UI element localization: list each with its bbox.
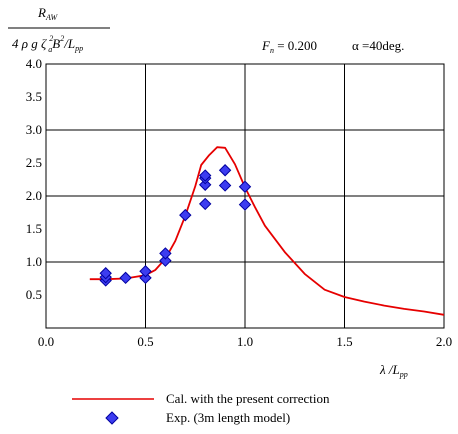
calculated-curve-group bbox=[89, 146, 445, 316]
legend-diamond-swatch bbox=[105, 411, 119, 425]
y-tick-label: 1.5 bbox=[26, 221, 42, 236]
experiment-point bbox=[218, 179, 232, 192]
experiment-point bbox=[179, 208, 192, 222]
legend: Cal. with the present correction Exp. (3… bbox=[72, 391, 330, 425]
experiment-point bbox=[198, 169, 212, 182]
y-axis-label: RAW 4 ρ g ζ 2 aB2/Lpp bbox=[8, 5, 110, 54]
y-label-numerator: RAW bbox=[37, 5, 59, 22]
x-tick-labels: 0.0 0.5 1.0 1.5 2.0 bbox=[38, 334, 452, 349]
calculated-curve bbox=[89, 146, 445, 316]
experiment-point bbox=[238, 198, 252, 211]
y-tick-labels: 0.5 1.0 1.5 2.0 2.5 3.0 3.5 4.0 bbox=[26, 56, 42, 302]
legend-label-experiment: Exp. (3m length model) bbox=[166, 410, 290, 425]
x-tick-label: 1.0 bbox=[237, 334, 253, 349]
x-tick-label: 0.0 bbox=[38, 334, 54, 349]
experiment-point bbox=[139, 271, 152, 285]
x-tick-label: 0.5 bbox=[137, 334, 153, 349]
experiment-point bbox=[119, 271, 132, 285]
y-tick-label: 3.0 bbox=[26, 122, 42, 137]
y-tick-label: 1.0 bbox=[26, 254, 42, 269]
alpha-annotation: α =40deg. bbox=[352, 38, 404, 53]
y-tick-label: 3.5 bbox=[26, 89, 42, 104]
plot-frame bbox=[45, 63, 445, 329]
x-axis-label: λ /Lpp bbox=[379, 362, 408, 379]
experiment-point bbox=[139, 265, 152, 278]
legend-label-calculated: Cal. with the present correction bbox=[166, 391, 330, 406]
y-tick-label: 0.5 bbox=[26, 287, 42, 302]
experiment-point bbox=[99, 267, 112, 280]
y-tick-label: 4.0 bbox=[26, 56, 42, 71]
experiment-point bbox=[159, 247, 172, 260]
experiment-point bbox=[238, 180, 252, 193]
experiment-point bbox=[198, 197, 212, 211]
froude-annotation: Fn = 0.200 bbox=[261, 38, 317, 55]
y-label-denominator: 4 ρ g ζ 2 aB2/Lpp bbox=[12, 34, 83, 54]
experiment-points-group bbox=[99, 164, 252, 287]
x-tick-label: 2.0 bbox=[436, 334, 452, 349]
experiment-point bbox=[218, 164, 232, 177]
experiment-point bbox=[198, 178, 212, 191]
experiment-point bbox=[159, 254, 172, 267]
x-tick-label: 1.5 bbox=[336, 334, 352, 349]
y-tick-label: 2.0 bbox=[26, 188, 42, 203]
grid bbox=[46, 64, 444, 328]
y-tick-label: 2.5 bbox=[26, 155, 42, 170]
